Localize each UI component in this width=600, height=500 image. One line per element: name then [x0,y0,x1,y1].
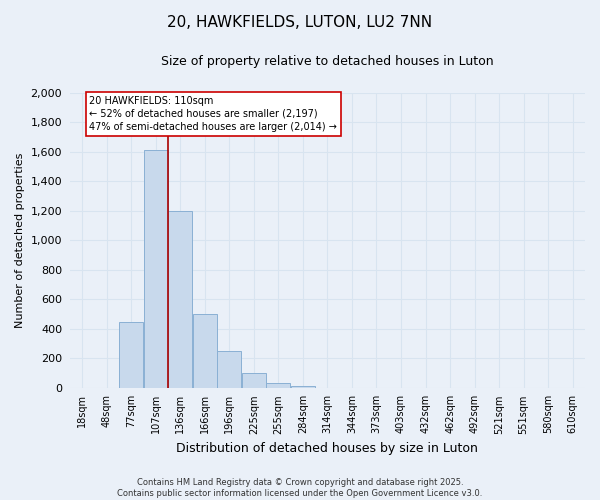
Bar [119,322,143,388]
Bar [217,351,241,388]
Bar [242,373,266,388]
X-axis label: Distribution of detached houses by size in Luton: Distribution of detached houses by size … [176,442,478,455]
Y-axis label: Number of detached properties: Number of detached properties [15,152,25,328]
Text: 20 HAWKFIELDS: 110sqm
← 52% of detached houses are smaller (2,197)
47% of semi-d: 20 HAWKFIELDS: 110sqm ← 52% of detached … [89,96,337,132]
Bar [144,150,167,388]
Bar [266,384,290,388]
Bar [193,314,217,388]
Bar [169,211,192,388]
Title: Size of property relative to detached houses in Luton: Size of property relative to detached ho… [161,55,494,68]
Text: Contains HM Land Registry data © Crown copyright and database right 2025.
Contai: Contains HM Land Registry data © Crown c… [118,478,482,498]
Bar [291,386,315,388]
Text: 20, HAWKFIELDS, LUTON, LU2 7NN: 20, HAWKFIELDS, LUTON, LU2 7NN [167,15,433,30]
